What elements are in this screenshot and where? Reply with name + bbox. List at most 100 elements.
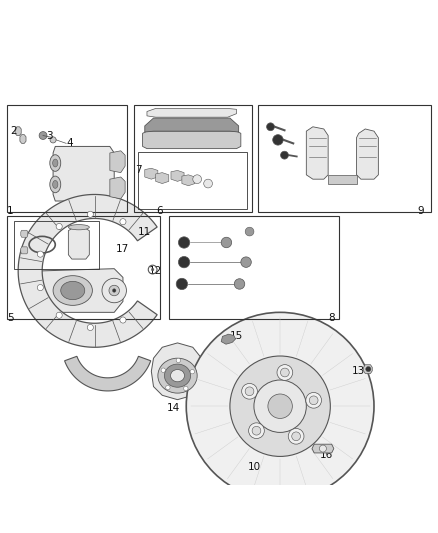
- Circle shape: [204, 179, 212, 188]
- Circle shape: [120, 317, 126, 323]
- Circle shape: [113, 289, 116, 292]
- Text: 13: 13: [352, 366, 365, 376]
- Polygon shape: [147, 108, 237, 117]
- Polygon shape: [145, 168, 158, 179]
- Circle shape: [268, 394, 292, 418]
- Text: 9: 9: [418, 206, 424, 216]
- Text: 3: 3: [46, 131, 53, 141]
- Ellipse shape: [50, 176, 61, 193]
- Text: 2: 2: [11, 126, 17, 136]
- Text: 15: 15: [230, 332, 243, 341]
- Text: 7: 7: [135, 165, 141, 175]
- Polygon shape: [68, 229, 89, 259]
- Circle shape: [37, 285, 43, 290]
- Polygon shape: [38, 269, 123, 312]
- Ellipse shape: [158, 358, 197, 393]
- Text: 11: 11: [138, 227, 152, 237]
- Polygon shape: [110, 177, 125, 199]
- Polygon shape: [143, 131, 241, 149]
- Ellipse shape: [61, 281, 85, 300]
- Circle shape: [87, 325, 93, 330]
- Circle shape: [50, 137, 56, 143]
- Circle shape: [306, 392, 321, 408]
- Bar: [138, 152, 247, 209]
- Circle shape: [166, 385, 170, 390]
- Circle shape: [39, 132, 47, 140]
- Circle shape: [267, 123, 275, 131]
- Polygon shape: [182, 175, 195, 185]
- Text: 17: 17: [116, 244, 129, 254]
- Circle shape: [190, 369, 194, 374]
- Polygon shape: [306, 127, 328, 179]
- Polygon shape: [357, 129, 378, 179]
- Polygon shape: [18, 195, 157, 348]
- Circle shape: [319, 445, 326, 452]
- Circle shape: [230, 356, 330, 456]
- Circle shape: [151, 268, 154, 271]
- Polygon shape: [20, 135, 26, 143]
- Circle shape: [241, 257, 251, 268]
- Polygon shape: [145, 118, 239, 132]
- Circle shape: [56, 312, 62, 318]
- Circle shape: [281, 151, 288, 159]
- Text: 14: 14: [166, 403, 180, 414]
- Text: 5: 5: [7, 312, 14, 322]
- Ellipse shape: [170, 369, 184, 382]
- Circle shape: [245, 387, 254, 395]
- Polygon shape: [221, 334, 236, 344]
- Circle shape: [178, 256, 190, 268]
- Polygon shape: [15, 127, 21, 135]
- Circle shape: [309, 396, 318, 405]
- Polygon shape: [364, 365, 372, 374]
- Text: 6: 6: [157, 206, 163, 216]
- Polygon shape: [21, 247, 28, 254]
- Circle shape: [249, 423, 264, 439]
- Circle shape: [292, 432, 300, 441]
- Bar: [258, 105, 431, 212]
- Text: 1: 1: [7, 206, 14, 216]
- Text: 16: 16: [319, 450, 332, 460]
- Circle shape: [37, 251, 43, 257]
- Circle shape: [280, 368, 289, 377]
- Bar: [7, 216, 160, 319]
- Circle shape: [242, 383, 258, 399]
- Polygon shape: [328, 175, 357, 183]
- Ellipse shape: [53, 276, 92, 305]
- Text: 4: 4: [67, 139, 73, 148]
- Bar: [14, 221, 99, 269]
- Circle shape: [186, 312, 374, 500]
- Polygon shape: [110, 151, 125, 173]
- Text: 8: 8: [328, 312, 335, 322]
- Polygon shape: [312, 444, 334, 453]
- Circle shape: [56, 223, 62, 230]
- Ellipse shape: [53, 181, 58, 188]
- Polygon shape: [64, 356, 151, 391]
- Circle shape: [254, 380, 306, 432]
- Circle shape: [109, 285, 120, 296]
- Polygon shape: [155, 173, 169, 183]
- Circle shape: [176, 278, 187, 289]
- Circle shape: [178, 237, 190, 248]
- Text: 10: 10: [247, 462, 261, 472]
- Circle shape: [273, 135, 283, 145]
- Bar: [7, 105, 127, 212]
- Polygon shape: [53, 147, 114, 201]
- Circle shape: [184, 386, 188, 391]
- Circle shape: [245, 227, 254, 236]
- Ellipse shape: [50, 155, 61, 171]
- Circle shape: [221, 237, 232, 248]
- Circle shape: [102, 278, 127, 303]
- Circle shape: [87, 211, 93, 217]
- Polygon shape: [21, 230, 28, 237]
- Circle shape: [288, 429, 304, 444]
- Polygon shape: [171, 171, 184, 181]
- Circle shape: [277, 365, 293, 381]
- Circle shape: [252, 426, 261, 435]
- Ellipse shape: [68, 224, 89, 230]
- Circle shape: [161, 368, 166, 373]
- Bar: [134, 105, 252, 212]
- Ellipse shape: [164, 364, 191, 387]
- Ellipse shape: [53, 159, 58, 167]
- Circle shape: [176, 358, 180, 362]
- Text: 12: 12: [149, 266, 162, 276]
